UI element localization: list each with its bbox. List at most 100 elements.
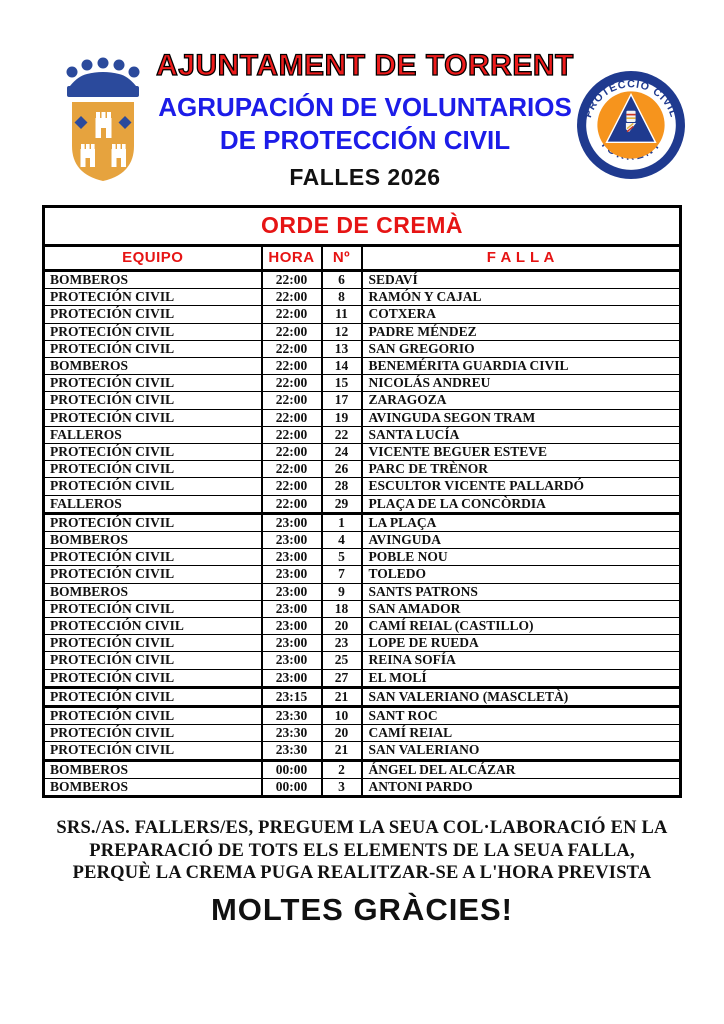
cell-numero: 26: [320, 460, 362, 479]
cell-falla: SEDAVÍ: [360, 269, 681, 290]
cell-falla: LA PLAÇA: [360, 511, 681, 533]
table-row: PROTECIÓN CIVIL 23:00 5 POBLE NOU: [43, 548, 681, 567]
table-row: BOMBEROS 23:00 4 AVINGUDA: [43, 531, 681, 550]
cell-falla: RAMÓN Y CAJAL: [360, 288, 681, 307]
cell-falla: ÁNGEL DEL ALCÁZAR: [360, 758, 681, 779]
subtitle-line1: AGRUPACIÓN DE VOLUNTARIOS: [158, 91, 572, 122]
cell-falla: SANTA LUCÍA: [360, 425, 681, 445]
cell-falla: ANTONI PARDO: [360, 777, 681, 798]
table-row: PROTECIÓN CIVIL 22:00 13 SAN GREGORIO: [43, 339, 681, 359]
cell-falla: EL MOLÍ: [360, 668, 681, 688]
cell-equipo: PROTECIÓN CIVIL: [43, 634, 262, 653]
cell-hora: 23:00: [260, 548, 322, 567]
cell-hora: 23:30: [260, 705, 322, 726]
cell-numero: 15: [320, 374, 362, 393]
cell-equipo: PROTECIÓN CIVIL: [43, 339, 262, 359]
cell-numero: 22: [320, 425, 362, 445]
cell-numero: 20: [320, 724, 362, 743]
cell-equipo: PROTECIÓN CIVIL: [43, 668, 262, 688]
table-row: PROTECIÓN CIVIL 23:00 18 SAN AMADOR: [43, 599, 681, 619]
cell-falla: PLAÇA DE LA CONCÒRDIA: [360, 494, 681, 514]
cell-falla: SANT ROC: [360, 705, 681, 726]
cell-falla: POBLE NOU: [360, 548, 681, 567]
table-row: FALLEROS 22:00 22 SANTA LUCÍA: [43, 425, 681, 445]
cell-numero: 10: [320, 705, 362, 726]
cell-equipo: BOMBEROS: [43, 269, 262, 290]
cell-falla: NICOLÁS ANDREU: [360, 374, 681, 393]
cell-hora: 23:00: [260, 651, 322, 670]
cell-numero: 25: [320, 651, 362, 670]
cell-hora: 22:00: [260, 339, 322, 359]
table-row: PROTECIÓN CIVIL 23:00 23 LOPE DE RUEDA: [43, 634, 681, 653]
cell-hora: 23:00: [260, 531, 322, 550]
cell-falla: SAN VALERIANO (MASCLETÀ): [360, 685, 681, 708]
cell-numero: 18: [320, 599, 362, 619]
table-row: PROTECIÓN CIVIL 22:00 26 PARC DE TRÈNOR: [43, 460, 681, 479]
cell-hora: 22:00: [260, 322, 322, 341]
cell-numero: 21: [320, 741, 362, 761]
table-row: FALLEROS 22:00 29 PLAÇA DE LA CONCÒRDIA: [43, 494, 681, 514]
cell-falla: SAN VALERIANO: [360, 741, 681, 761]
cell-hora: 23:00: [260, 565, 322, 584]
cell-numero: 21: [320, 685, 362, 708]
cell-falla: CAMÍ REIAL (CASTILLO): [360, 617, 681, 636]
cell-equipo: BOMBEROS: [43, 357, 262, 376]
cell-numero: 6: [320, 269, 362, 290]
column-header-equipo: EQUIPO: [42, 244, 263, 272]
cell-numero: 7: [320, 565, 362, 584]
cell-falla: ESCULTOR VICENTE PALLARDÓ: [360, 477, 681, 496]
cell-numero: 8: [320, 288, 362, 307]
cell-hora: 22:00: [260, 425, 322, 445]
cell-hora: 23:30: [260, 724, 322, 743]
table-row: PROTECIÓN CIVIL 22:00 8 RAMÓN Y CAJAL: [43, 288, 681, 307]
cell-hora: 22:00: [260, 460, 322, 479]
cell-hora: 23:15: [260, 685, 322, 708]
cell-falla: CAMÍ REIAL: [360, 724, 681, 743]
table-row: PROTECIÓN CIVIL 23:00 1 LA PLAÇA: [43, 511, 681, 533]
cell-falla: LOPE DE RUEDA: [360, 634, 681, 653]
cell-equipo: PROTECIÓN CIVIL: [43, 288, 262, 307]
footer-line: SRS./AS. FALLERS/ES, PREGUEM LA SEUA COL…: [56, 818, 668, 838]
column-header-numero: Nº: [320, 244, 363, 272]
cell-equipo: PROTECIÓN CIVIL: [43, 460, 262, 479]
cell-hora: 00:00: [260, 758, 322, 779]
cell-equipo: PROTECIÓN CIVIL: [43, 741, 262, 761]
cell-numero: 19: [320, 408, 362, 427]
subtitle-line2: DE PROTECCIÓN CIVIL: [219, 124, 511, 155]
footer-notice: SRS./AS. FALLERS/ES, PREGUEM LA SEUA COL…: [20, 817, 704, 929]
cell-equipo: PROTECIÓN CIVIL: [43, 548, 262, 567]
cell-hora: 23:00: [260, 599, 322, 619]
crest-icon: [625, 110, 637, 133]
cell-falla: REINA SOFÍA: [360, 651, 681, 670]
table-title: ORDE DE CREMÀ: [43, 206, 681, 247]
cell-numero: 13: [320, 339, 362, 359]
cell-falla: COTXERA: [360, 305, 681, 324]
cell-numero: 12: [320, 322, 362, 341]
cell-equipo: PROTECIÓN CIVIL: [43, 374, 262, 393]
cell-numero: 29: [320, 494, 362, 514]
cell-numero: 11: [320, 305, 362, 324]
cell-hora: 22:00: [260, 477, 322, 496]
cell-equipo: PROTECIÓN CIVIL: [43, 651, 262, 670]
table-row: BOMBEROS 00:00 3 ANTONI PARDO: [43, 777, 681, 798]
table-row: PROTECIÓN CIVIL 22:00 24 VICENTE BEGUER EST…: [43, 443, 681, 462]
cell-falla: TOLEDO: [360, 565, 681, 584]
table-row: PROTECIÓN CIVIL 23:00 25 REINA SOFÍA: [43, 651, 681, 670]
cell-numero: 9: [320, 582, 362, 601]
cell-equipo: PROTECIÓN CIVIL: [43, 408, 262, 427]
table-row: PROTECIÓN CIVIL 22:00 15 NICOLÁS ANDREU: [43, 374, 681, 393]
cell-hora: 23:00: [260, 582, 322, 601]
cell-hora: 22:00: [260, 305, 322, 324]
table-row: PROTECIÓN CIVIL 23:30 10 SANT ROC: [43, 705, 681, 726]
cell-equipo: PROTECIÓN CIVIL: [43, 685, 262, 708]
tower-left: [80, 144, 95, 167]
cell-hora: 23:30: [260, 741, 322, 761]
cell-equipo: PROTECCIÓN CIVIL: [43, 617, 262, 636]
cell-numero: 2: [320, 758, 362, 779]
table-row: PROTECIÓN CIVIL 23:30 21 SAN VALERIANO: [43, 741, 681, 761]
table-row: BOMBEROS 22:00 6 SEDAVÍ: [43, 269, 681, 290]
tower-right: [111, 144, 126, 167]
tower-top: [95, 112, 112, 138]
torrent-coat-of-arms-logo: [66, 57, 140, 181]
